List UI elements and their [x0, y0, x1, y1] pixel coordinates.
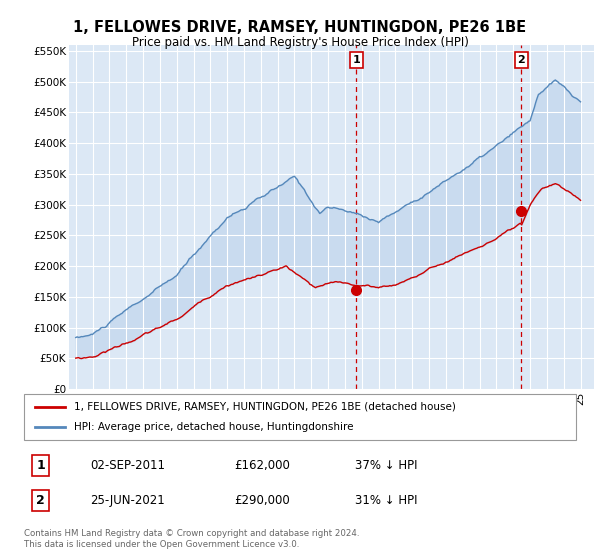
Text: 1: 1 [352, 55, 360, 65]
Text: 37% ↓ HPI: 37% ↓ HPI [355, 459, 418, 472]
Text: 2: 2 [36, 494, 45, 507]
Text: 02-SEP-2011: 02-SEP-2011 [90, 459, 165, 472]
Text: 31% ↓ HPI: 31% ↓ HPI [355, 494, 418, 507]
Text: HPI: Average price, detached house, Huntingdonshire: HPI: Average price, detached house, Hunt… [74, 422, 353, 432]
Text: £290,000: £290,000 [234, 494, 290, 507]
FancyBboxPatch shape [24, 394, 576, 440]
Text: 25-JUN-2021: 25-JUN-2021 [90, 494, 165, 507]
Text: 1, FELLOWES DRIVE, RAMSEY, HUNTINGDON, PE26 1BE: 1, FELLOWES DRIVE, RAMSEY, HUNTINGDON, P… [73, 20, 527, 35]
Text: £162,000: £162,000 [234, 459, 290, 472]
Text: Contains HM Land Registry data © Crown copyright and database right 2024.
This d: Contains HM Land Registry data © Crown c… [24, 529, 359, 549]
Text: 1, FELLOWES DRIVE, RAMSEY, HUNTINGDON, PE26 1BE (detached house): 1, FELLOWES DRIVE, RAMSEY, HUNTINGDON, P… [74, 402, 455, 412]
Text: Price paid vs. HM Land Registry's House Price Index (HPI): Price paid vs. HM Land Registry's House … [131, 36, 469, 49]
Text: 1: 1 [36, 459, 45, 472]
Text: 2: 2 [517, 55, 525, 65]
